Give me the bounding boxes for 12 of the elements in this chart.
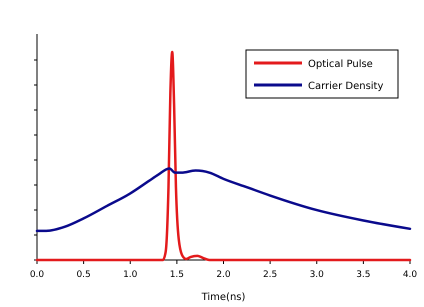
x-axis-title: Time(ns): [200, 292, 246, 303]
x-tick-label: 1.5: [170, 270, 184, 280]
legend-label: Carrier Density: [308, 81, 384, 92]
x-tick-label: 1.0: [123, 270, 138, 280]
x-tick-label: 3.5: [356, 270, 371, 280]
x-tick-label: 2.5: [262, 270, 278, 280]
x-tick-label: 0.0: [30, 270, 44, 280]
x-tick-label: 2.0: [216, 270, 231, 280]
x-tick-label: 4.0: [402, 270, 418, 280]
x-tick-label: 0.5: [76, 270, 91, 280]
x-tick-label: 3.0: [310, 270, 324, 280]
legend-label: Optical Pulse: [308, 59, 373, 70]
